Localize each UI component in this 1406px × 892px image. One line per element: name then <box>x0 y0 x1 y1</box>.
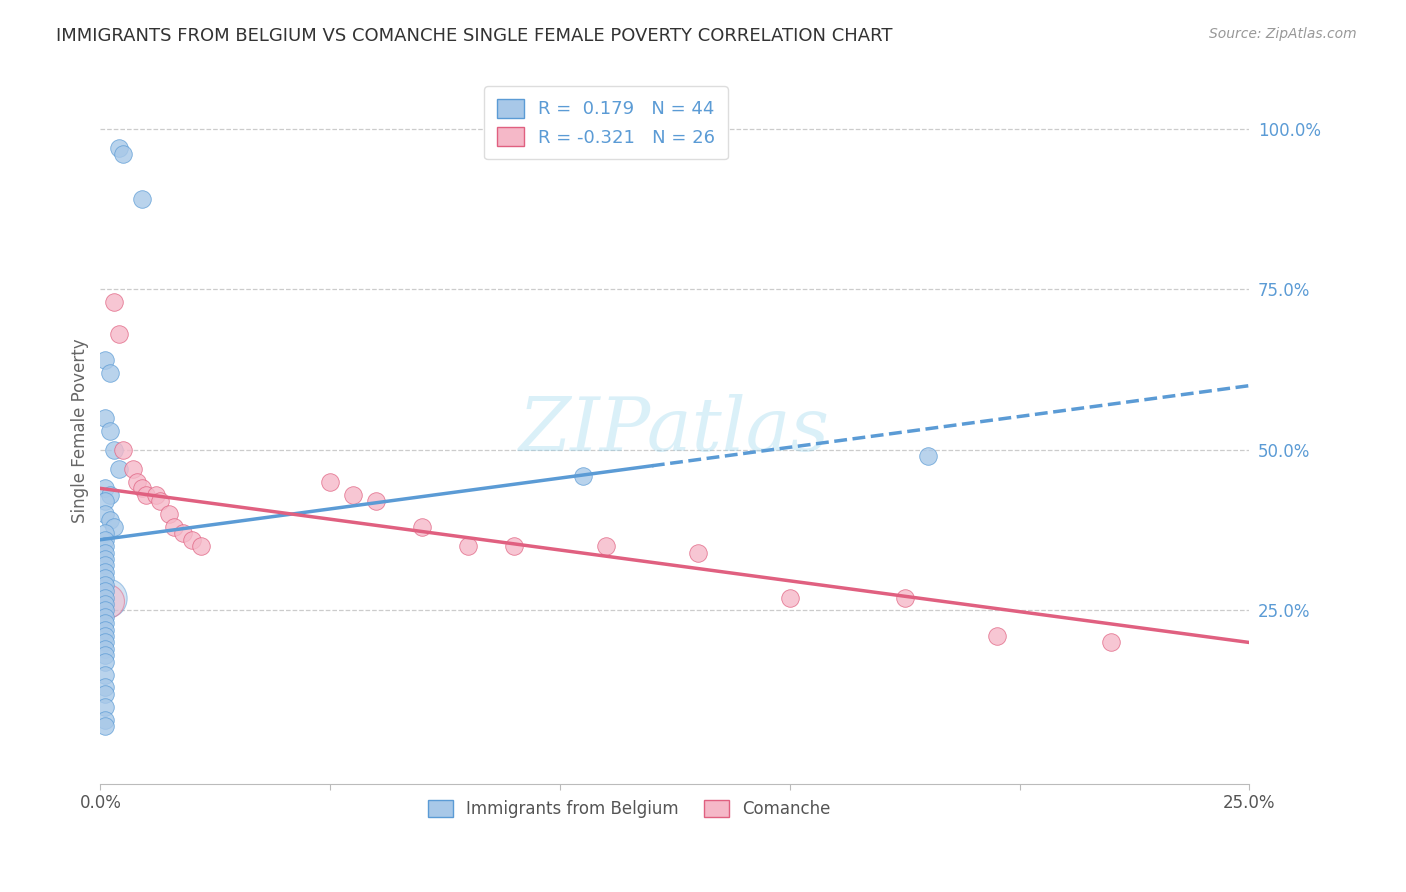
Point <box>103 295 125 310</box>
Point <box>135 488 157 502</box>
Point <box>107 327 129 342</box>
Point <box>94 577 117 591</box>
Point <box>94 410 117 425</box>
Point <box>107 462 129 476</box>
Point <box>595 539 617 553</box>
Y-axis label: Single Female Poverty: Single Female Poverty <box>72 338 89 523</box>
Point <box>181 533 204 547</box>
Point <box>94 609 117 624</box>
Point <box>917 450 939 464</box>
Point <box>94 681 117 695</box>
Point <box>163 520 186 534</box>
Point <box>366 494 388 508</box>
Point <box>457 539 479 553</box>
Point <box>411 520 433 534</box>
Point <box>98 488 121 502</box>
Point <box>94 719 117 733</box>
Point <box>986 629 1008 643</box>
Point <box>1101 635 1123 649</box>
Point <box>94 591 117 605</box>
Point <box>149 494 172 508</box>
Point <box>131 482 153 496</box>
Point <box>686 545 709 559</box>
Point <box>157 507 180 521</box>
Point <box>107 141 129 155</box>
Point <box>94 713 117 727</box>
Point <box>94 533 117 547</box>
Point <box>172 526 194 541</box>
Point <box>319 475 342 489</box>
Point <box>103 442 125 457</box>
Point <box>98 513 121 527</box>
Point <box>94 597 117 611</box>
Point <box>94 699 117 714</box>
Point <box>94 494 117 508</box>
Point <box>94 687 117 701</box>
Point <box>94 603 117 617</box>
Point <box>94 552 117 566</box>
Point <box>572 468 595 483</box>
Point <box>94 616 117 631</box>
Text: ZIPatlas: ZIPatlas <box>519 394 831 467</box>
Point <box>94 648 117 663</box>
Point <box>94 545 117 559</box>
Point <box>779 591 801 605</box>
Text: IMMIGRANTS FROM BELGIUM VS COMANCHE SINGLE FEMALE POVERTY CORRELATION CHART: IMMIGRANTS FROM BELGIUM VS COMANCHE SING… <box>56 27 893 45</box>
Point <box>94 584 117 599</box>
Point <box>190 539 212 553</box>
Point <box>94 565 117 579</box>
Point <box>94 526 117 541</box>
Point <box>94 507 117 521</box>
Point <box>96 591 118 605</box>
Point <box>94 629 117 643</box>
Point <box>342 488 364 502</box>
Point <box>94 641 117 656</box>
Point <box>112 147 135 161</box>
Point <box>96 593 118 607</box>
Point <box>131 193 153 207</box>
Point <box>94 482 117 496</box>
Point <box>98 424 121 438</box>
Point <box>94 571 117 585</box>
Point <box>121 462 143 476</box>
Point <box>98 366 121 380</box>
Point <box>94 667 117 681</box>
Point <box>127 475 149 489</box>
Point <box>503 539 526 553</box>
Point <box>94 635 117 649</box>
Legend: Immigrants from Belgium, Comanche: Immigrants from Belgium, Comanche <box>420 793 837 825</box>
Text: Source: ZipAtlas.com: Source: ZipAtlas.com <box>1209 27 1357 41</box>
Point <box>94 655 117 669</box>
Point <box>94 558 117 573</box>
Point <box>145 488 167 502</box>
Point <box>893 591 915 605</box>
Point <box>94 539 117 553</box>
Point <box>112 442 135 457</box>
Point <box>103 520 125 534</box>
Point <box>94 623 117 637</box>
Point <box>94 353 117 368</box>
